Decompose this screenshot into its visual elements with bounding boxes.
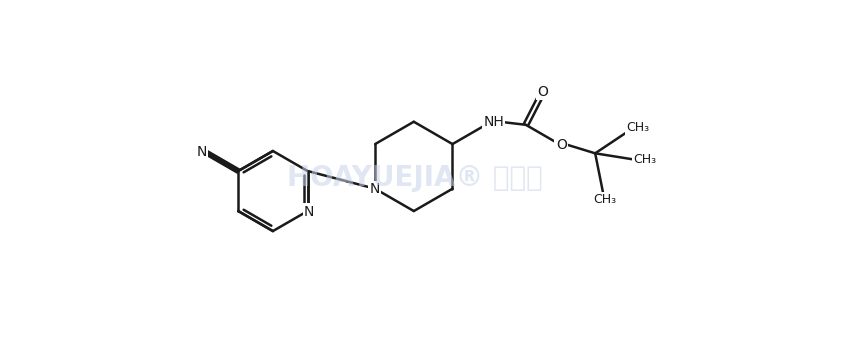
Text: N: N (196, 145, 207, 159)
Text: N: N (369, 183, 380, 197)
Text: CH₃: CH₃ (593, 193, 616, 206)
Text: NH: NH (483, 115, 504, 129)
Text: O: O (537, 85, 548, 99)
Text: HOAYUEJIA® 化学加: HOAYUEJIA® 化学加 (287, 164, 543, 192)
Text: CH₃: CH₃ (626, 121, 650, 134)
Text: N: N (304, 205, 314, 219)
Text: O: O (556, 138, 567, 152)
Text: CH₃: CH₃ (634, 153, 657, 166)
